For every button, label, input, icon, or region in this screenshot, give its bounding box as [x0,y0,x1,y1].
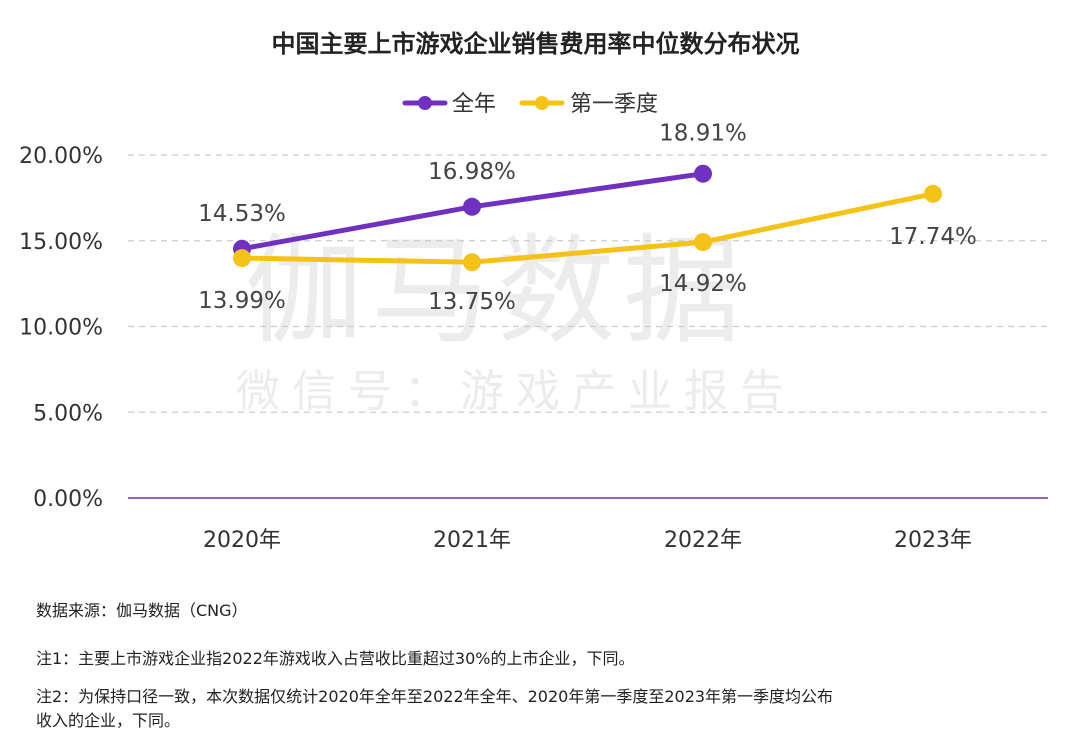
y-tick-label: 5.00% [33,401,103,426]
source-note: 数据来源：伽马数据（CNG） [36,601,248,620]
data-point [233,249,251,268]
y-tick-label: 0.00% [33,487,103,512]
legend-marker [418,96,432,110]
line-chart: 0.00% 5.00% 10.00% 15.00% 20.00% 2020年 2021年 20… [19,92,1048,553]
legend-label: 第一季度 [570,92,658,117]
data-point [924,184,942,203]
legend-label: 全年 [452,92,496,117]
data-label: 13.99% [198,288,286,314]
data-label: 14.53% [198,201,286,227]
chart-title: 中国主要上市游戏企业销售费用率中位数分布状况 [271,30,800,58]
x-tick-label: 2021年 [433,528,511,553]
x-tick-label: 2020年 [203,528,281,553]
x-tick-label: 2023年 [894,528,972,553]
y-tick-label: 15.00% [19,230,103,255]
data-point [694,233,712,252]
y-tick-label: 10.00% [19,316,103,341]
data-label: 14.92% [659,271,747,297]
y-tick-label: 20.00% [19,144,103,169]
x-tick-label: 2022年 [664,528,742,553]
data-label: 13.75% [428,289,516,315]
data-point [694,164,712,183]
legend-marker [535,96,549,110]
data-label: 18.91% [659,121,747,147]
series-line-q1 [241,191,934,265]
data-point [463,253,481,272]
note-1: 注1：主要上市游戏企业指2022年游戏收入占营收比重超过30%的上市企业，下同。 [36,649,635,668]
note-2-continued: 收入的企业，下同。 [36,711,181,730]
data-label: 16.98% [428,159,516,185]
data-point [463,197,481,216]
note-2: 注2：为保持口径一致，本次数据仅统计2020年全年至2022年全年、2020年第… [36,687,834,706]
data-label: 17.74% [889,224,977,250]
